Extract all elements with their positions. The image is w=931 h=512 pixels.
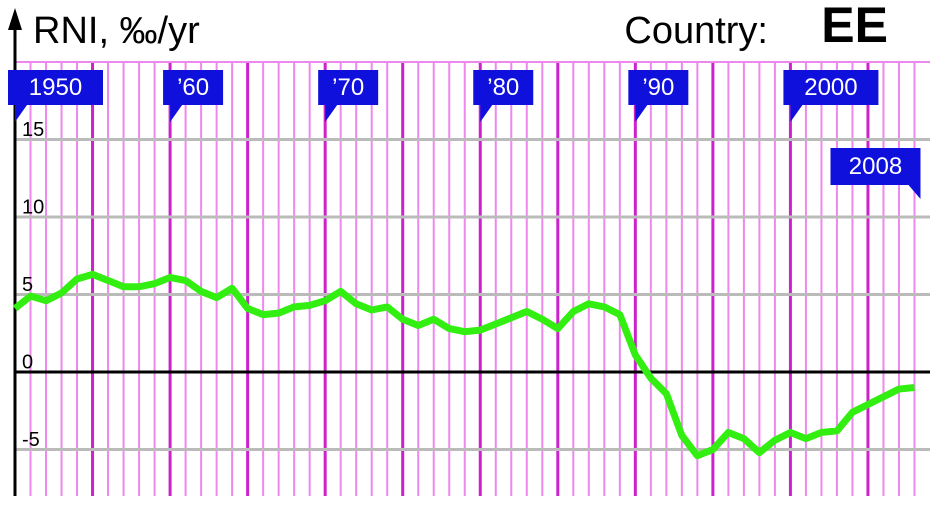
tick-flag <box>830 148 921 199</box>
tick-flag <box>318 70 379 122</box>
y-tick-label: 10 <box>22 196 44 218</box>
country-label: Country: <box>624 10 768 52</box>
grid <box>13 61 930 496</box>
y-tick-label: 5 <box>22 274 33 296</box>
chart-title: RNI, ‰/yr <box>33 10 200 52</box>
tick-flag <box>628 70 689 122</box>
y-tick-label: -5 <box>22 429 40 451</box>
x-tick-label: ’80 <box>487 74 519 101</box>
x-tick-label: ’60 <box>177 74 209 101</box>
x-tick-label: 1950 <box>29 74 82 101</box>
x-tick-label: ’90 <box>642 74 674 101</box>
tick-flag <box>473 70 534 122</box>
y-tick-label: 15 <box>22 119 44 141</box>
x-tick-label: 2008 <box>849 153 902 180</box>
y-axis-arrow <box>8 8 22 30</box>
tick-flag <box>8 70 103 122</box>
tick-flag <box>163 70 224 122</box>
x-tick-label: ’70 <box>332 74 364 101</box>
data-line <box>12 270 915 460</box>
tick-flag <box>783 70 879 122</box>
country-code: EE <box>821 0 888 53</box>
x-tick-label: 2000 <box>804 74 857 101</box>
y-tick-label: 0 <box>22 351 33 373</box>
